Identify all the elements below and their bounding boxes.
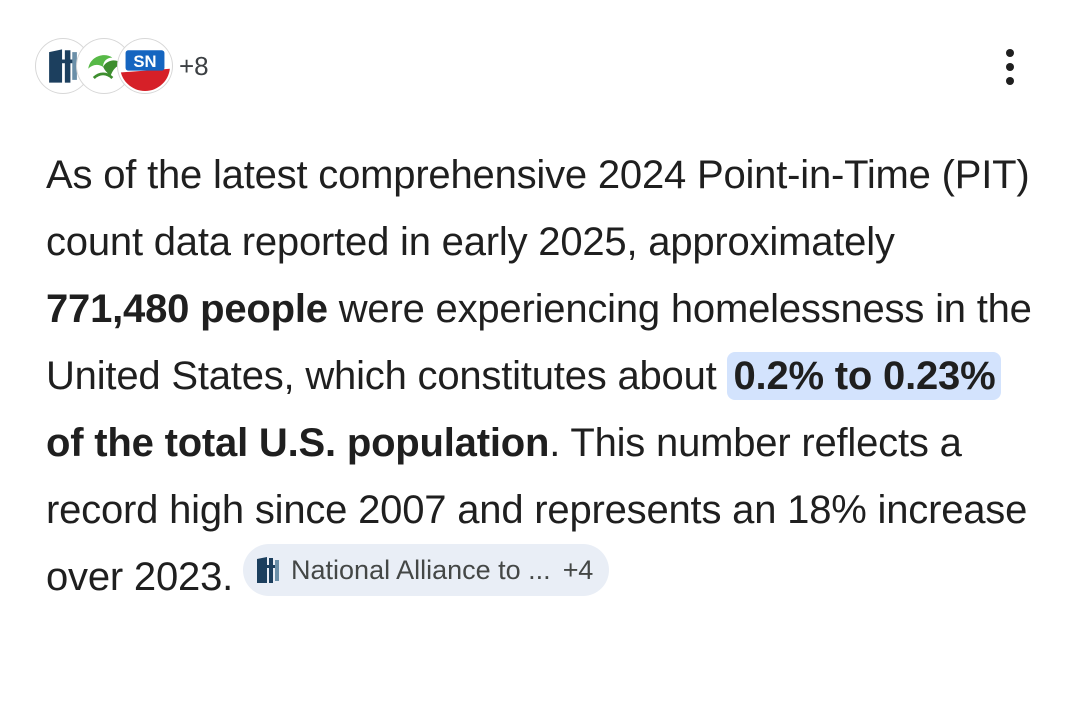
- sn-logo-icon[interactable]: SN: [118, 39, 172, 93]
- citation-more-count: +4: [562, 555, 594, 585]
- bold-figure: 771,480 people: [46, 287, 328, 331]
- answer-text: were experiencing homelessness in the Un…: [46, 287, 1032, 398]
- more-options-button[interactable]: [988, 42, 1032, 92]
- answer-text: As of the latest comprehensive 2024 Poin…: [46, 153, 1030, 264]
- highlighted-percentage[interactable]: 0.2% to 0.23%: [727, 352, 1002, 400]
- citation-source-label: National Alliance to ...: [291, 555, 551, 585]
- sn-logo-text: SN: [133, 52, 156, 71]
- more-vert-icon: [1006, 49, 1014, 57]
- citation-chip[interactable]: National Alliance to ... +4: [243, 544, 610, 596]
- answer-text: . This number reflects a record high sin…: [46, 421, 1028, 599]
- answer-paragraph: As of the latest comprehensive 2024 Poin…: [46, 142, 1046, 611]
- bold-phrase: of the total U.S. population: [46, 421, 550, 465]
- national-alliance-icon: [255, 554, 281, 586]
- more-sources-count[interactable]: +8: [179, 50, 209, 81]
- source-favicons[interactable]: SN +8: [36, 37, 209, 95]
